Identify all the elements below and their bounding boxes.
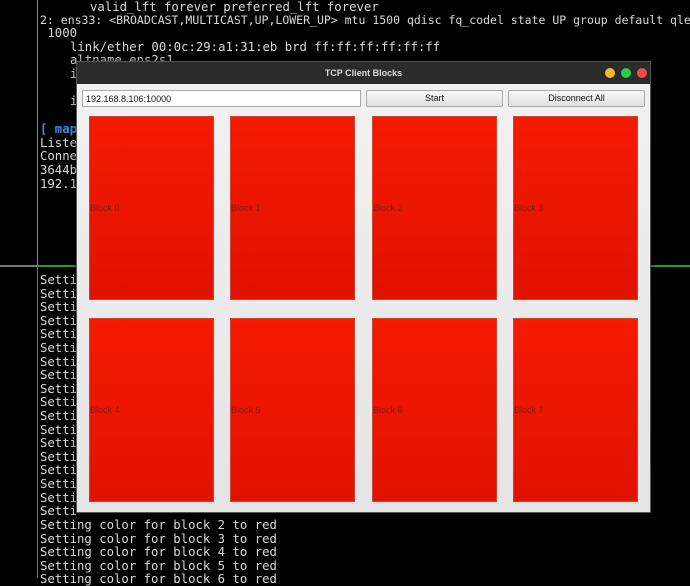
terminal-line: 2: ens33: <BROADCAST,MULTICAST,UP,LOWER_… xyxy=(40,13,690,27)
terminal-line: 1000 xyxy=(40,26,78,40)
terminal-line: Setti xyxy=(40,504,78,519)
block-7: Block 7 xyxy=(513,318,638,502)
block-6: Block 6 xyxy=(372,318,497,502)
terminal-line: Setti xyxy=(40,409,78,423)
block-label: Block 1 xyxy=(231,203,261,213)
terminal-line: Setti xyxy=(40,463,78,478)
block-label: Block 2 xyxy=(373,203,403,213)
terminal-line: Setti xyxy=(40,313,78,328)
terminal-line: Setti xyxy=(40,273,78,287)
title-bar[interactable]: TCP Client Blocks xyxy=(77,62,650,84)
block-3: Block 3 xyxy=(513,116,638,300)
block-label: Block 3 xyxy=(514,203,544,213)
terminal-line: Setting color for block 4 to red xyxy=(40,545,277,560)
terminal-line: Setti xyxy=(40,477,78,491)
pane-divider-active xyxy=(37,265,38,578)
terminal-line: [ map xyxy=(40,122,78,136)
terminal-line: i xyxy=(70,67,78,81)
terminal-line: Setting color for block 2 to red xyxy=(40,518,277,532)
terminal-line: Setting color for block 6 to red xyxy=(40,572,277,586)
window-title: TCP Client Blocks xyxy=(324,68,403,78)
close-button[interactable] xyxy=(637,68,647,78)
terminal-line: 3644b xyxy=(40,163,78,177)
terminal-line: link/ether 00:0c:29:a1:31:eb brd ff:ff:f… xyxy=(70,40,441,54)
terminal-line: Setti xyxy=(40,422,78,437)
tcp-client-window: TCP Client Blocks Start Disconnect All B… xyxy=(76,61,651,513)
start-button[interactable]: Start xyxy=(366,90,503,107)
terminal-line: Liste xyxy=(40,136,78,150)
terminal-line: Setti xyxy=(40,490,78,505)
block-5: Block 5 xyxy=(230,318,355,502)
block-1: Block 1 xyxy=(230,116,355,300)
terminal-line: i xyxy=(70,94,78,108)
block-label: Block 4 xyxy=(90,405,120,415)
block-label: Block 7 xyxy=(514,405,544,415)
block-label: Block 6 xyxy=(373,405,403,415)
terminal-line: Setti xyxy=(40,327,78,342)
minimize-button[interactable] xyxy=(605,68,615,78)
block-4: Block 4 xyxy=(89,318,214,502)
terminal-line: valid_lft forever preferred_lft forever xyxy=(90,0,379,14)
terminal-line: Setti xyxy=(40,449,78,464)
terminal-line: Setti xyxy=(40,436,78,451)
disconnect-all-button[interactable]: Disconnect All xyxy=(508,90,645,107)
block-label: Block 0 xyxy=(90,203,120,213)
address-input[interactable] xyxy=(82,90,361,107)
terminal-line: Setti xyxy=(40,395,78,410)
terminal-line: Setting color for block 5 to red xyxy=(40,558,277,573)
terminal-line: Setti xyxy=(40,368,78,383)
terminal-line: Setti xyxy=(40,381,78,396)
terminal-line: Setti xyxy=(40,354,78,369)
terminal-line: Setti xyxy=(40,341,78,355)
terminal-line: Setti xyxy=(40,300,78,315)
terminal-line: 192.1 xyxy=(40,177,78,191)
maximize-button[interactable] xyxy=(621,68,631,78)
terminal-line: Setting color for block 3 to red xyxy=(40,531,277,546)
terminal-line: Conne xyxy=(40,149,78,163)
block-label: Block 5 xyxy=(231,405,261,415)
block-2: Block 2 xyxy=(372,116,497,300)
block-0: Block 0 xyxy=(89,116,214,300)
terminal-line: Setti xyxy=(40,286,78,301)
